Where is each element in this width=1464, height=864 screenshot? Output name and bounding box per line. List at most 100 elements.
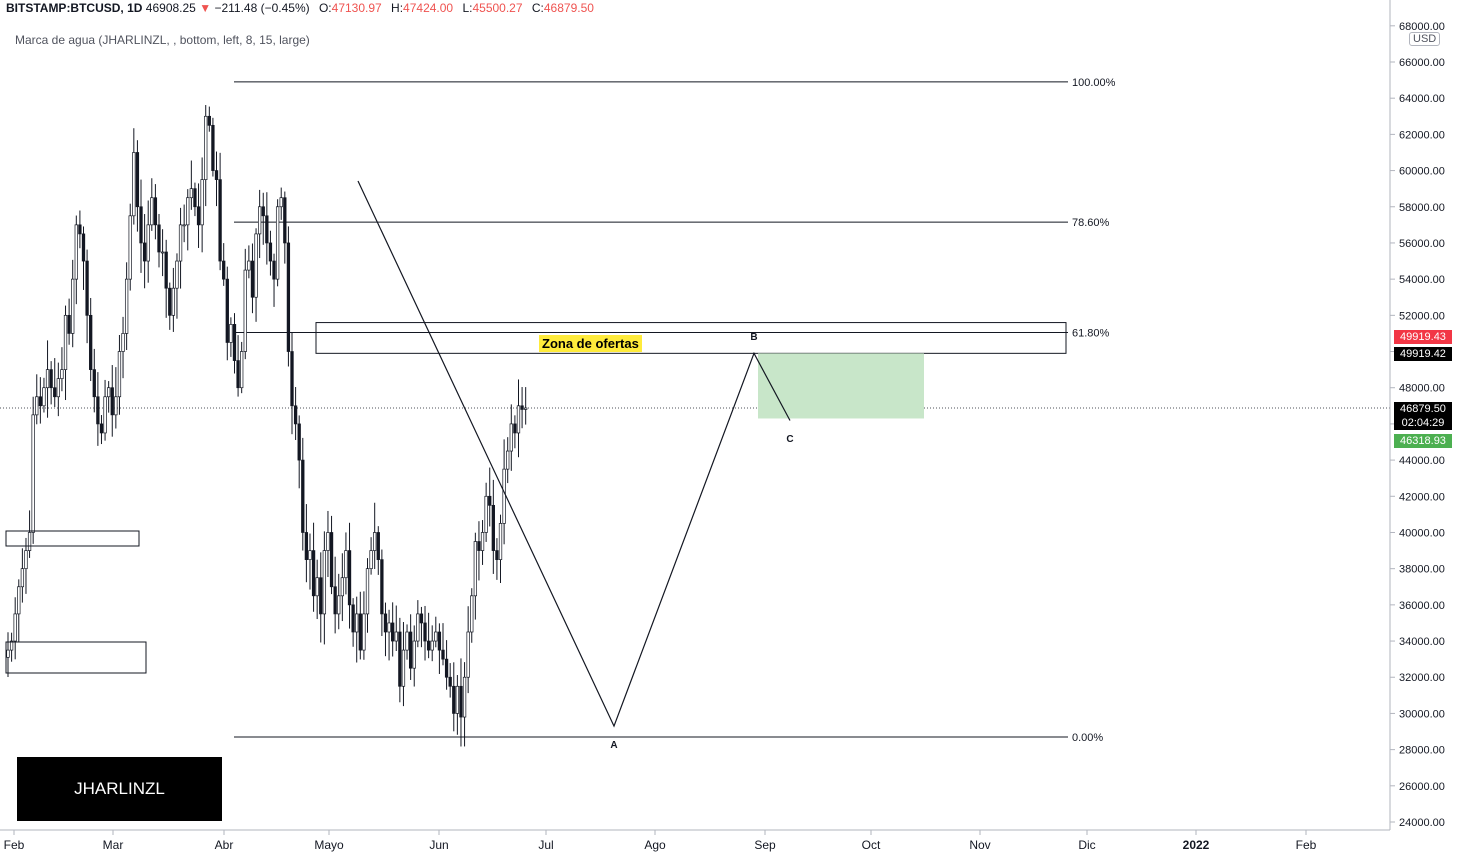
candle-body-up — [182, 224, 186, 227]
candle-body-down — [398, 631, 402, 687]
countdown-tag: 02:04:29 — [1394, 416, 1452, 430]
candle — [304, 504, 309, 583]
candle — [153, 184, 158, 240]
candle — [6, 632, 10, 677]
candle — [290, 332, 294, 435]
candle — [27, 510, 32, 558]
currency-button[interactable]: USD — [1409, 32, 1441, 46]
candle-body-up — [412, 640, 416, 669]
candle — [520, 387, 524, 429]
candle — [53, 358, 57, 407]
candle — [139, 179, 143, 273]
candle-body-down — [211, 124, 215, 171]
candle-body-down — [491, 504, 495, 551]
candle — [283, 191, 287, 264]
candle — [142, 214, 147, 289]
candle — [247, 245, 251, 279]
legend-header: BITSTAMP:BTCUSD, 1D 46908.25 ▼ −211.48 (… — [6, 1, 594, 15]
candle-body-up — [322, 550, 327, 615]
candle — [448, 663, 452, 698]
candle-body-down — [222, 260, 226, 280]
price-change: −211.48 (−0.45%) — [214, 1, 310, 15]
candle-body-down — [301, 459, 305, 533]
fib-label: 100.00% — [1072, 77, 1116, 89]
candle — [63, 305, 68, 401]
candle-body-up — [275, 206, 280, 280]
candle — [426, 612, 431, 659]
price-tag-green: 46318.93 — [1394, 434, 1452, 448]
candle-body-up — [56, 378, 60, 398]
candle — [362, 591, 366, 660]
candle-body-up — [394, 631, 398, 642]
candle-body-down — [89, 314, 93, 370]
candle-body-down — [139, 206, 143, 244]
candle-body-up — [107, 387, 111, 398]
fib-label: 78.60% — [1072, 217, 1110, 229]
symbol-label[interactable]: BITSTAMP:BTCUSD, 1D — [6, 1, 143, 15]
candle-body-up — [9, 640, 14, 651]
candle — [9, 632, 14, 662]
candle — [200, 157, 204, 253]
candle — [337, 573, 341, 630]
candle-body-down — [157, 224, 161, 253]
candle — [164, 239, 168, 318]
candle — [182, 204, 186, 243]
candle — [146, 200, 150, 283]
time-tick-label: Abr — [215, 838, 234, 852]
candle-body-up — [71, 278, 75, 334]
candle-body-down — [495, 550, 499, 560]
candles — [6, 105, 528, 747]
abc-path — [357, 180, 791, 728]
price-tick-label: 48000.00 — [1399, 383, 1445, 395]
candle-body-down — [85, 260, 89, 316]
candle — [240, 341, 244, 394]
candle — [484, 482, 488, 542]
candle — [124, 262, 129, 350]
candle-body-down — [196, 206, 201, 226]
candle — [243, 248, 247, 360]
candle-body-up — [401, 649, 406, 687]
candle-body-up — [160, 251, 165, 254]
candle — [434, 616, 438, 648]
candle — [365, 558, 370, 633]
candle-body-down — [452, 685, 456, 714]
candle — [214, 151, 219, 207]
candle-body-up — [17, 586, 21, 615]
price-tick-label: 68000.00 — [1399, 21, 1445, 33]
time-tick-label: 2022 — [1183, 838, 1210, 852]
candle-body-down — [250, 260, 255, 298]
candle-body-up — [35, 396, 39, 416]
time-tick-label: Jun — [429, 838, 448, 852]
candle-body-down — [110, 387, 114, 416]
candle — [150, 178, 154, 231]
candle — [308, 533, 312, 590]
indicator-legend[interactable]: Marca de agua (JHARLINZL, , bottom, left… — [15, 33, 310, 47]
candle-body-up — [31, 414, 35, 533]
candle — [423, 605, 427, 661]
candle — [491, 479, 495, 574]
target-zone-box — [758, 353, 924, 419]
candle — [430, 625, 434, 662]
candle — [524, 387, 528, 425]
price-tick-label: 34000.00 — [1399, 636, 1445, 648]
candle-body-up — [340, 577, 344, 597]
candle-body-down — [426, 640, 431, 651]
candle — [408, 614, 413, 680]
candle — [45, 340, 50, 418]
point-b-label: B — [750, 332, 757, 343]
candle-body-up — [502, 468, 506, 524]
candle — [333, 556, 337, 634]
candle-body-up — [365, 568, 370, 615]
candle-body-down — [67, 314, 71, 334]
candle-body-up — [405, 631, 409, 651]
candle — [516, 379, 521, 458]
price-tick-label: 54000.00 — [1399, 274, 1445, 286]
candle-body-up — [6, 649, 10, 658]
candle — [38, 377, 43, 424]
candle-body-up — [186, 197, 190, 226]
candle-body-down — [488, 495, 492, 506]
candle-body-down — [92, 369, 96, 398]
candle — [383, 602, 388, 657]
candle-body-down — [444, 658, 449, 678]
